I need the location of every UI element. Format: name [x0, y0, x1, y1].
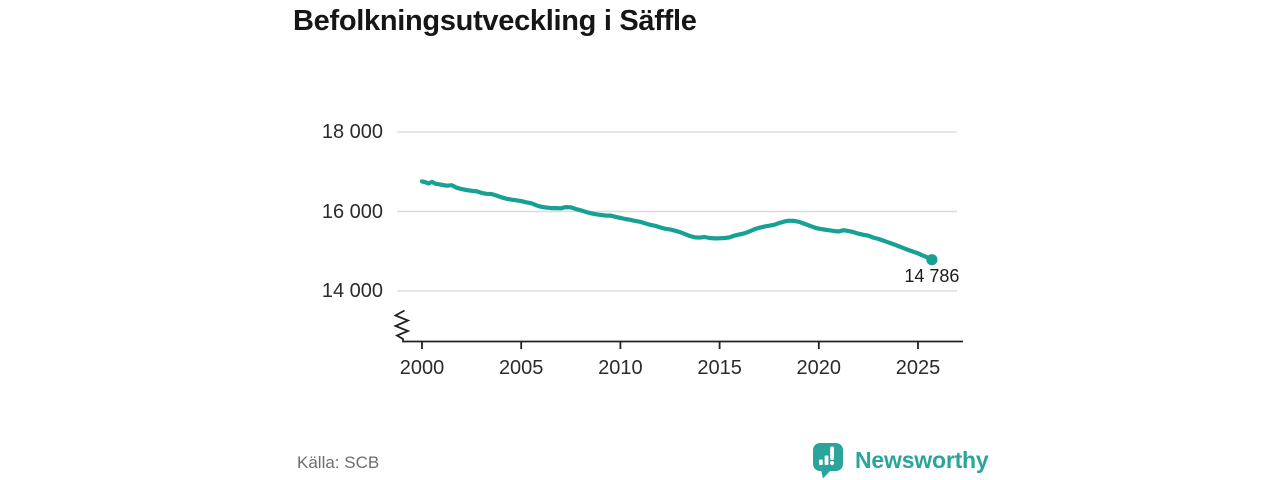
y-tick-label: 16 000	[321, 200, 383, 223]
chart-title: Befolkningsutveckling i Säffle	[293, 5, 697, 37]
y-tick-label: 18 000	[321, 121, 383, 144]
population-line	[419, 179, 935, 262]
x-tick-label: 2005	[498, 357, 544, 379]
x-tick-label: 2000	[399, 357, 445, 379]
end-point-value-label: 14 786	[904, 265, 960, 286]
newsworthy-logo-text: Newsworthy	[855, 446, 989, 473]
source-caption: Källa: SCB	[297, 453, 380, 472]
x-tick-label: 2010	[598, 357, 643, 379]
x-tick-label: 2020	[796, 357, 842, 379]
x-tick-label: 2025	[895, 357, 941, 379]
newsworthy-logo[interactable]: Newsworthy	[810, 441, 989, 479]
y-tick-label: 14 000	[321, 279, 383, 302]
x-axis-with-break	[393, 309, 963, 343]
end-point-marker	[926, 254, 938, 266]
newsworthy-speech-bubble-bar-chart-icon	[810, 441, 846, 479]
x-tick-label: 2015	[697, 357, 742, 379]
